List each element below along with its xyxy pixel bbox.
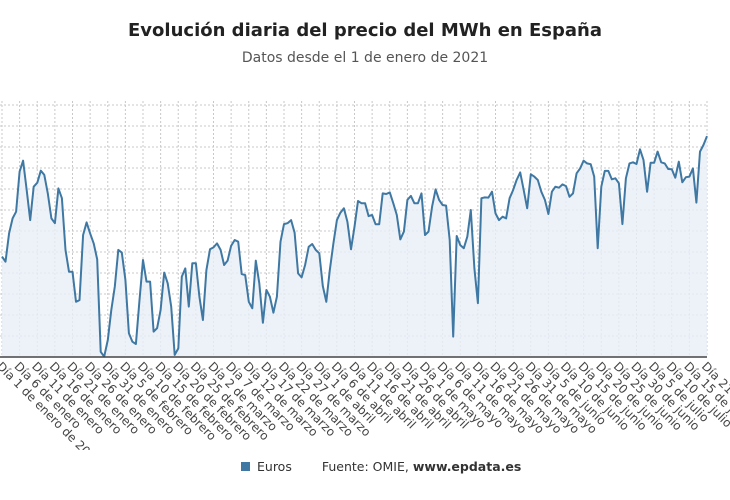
chart-title: Evolución diaria del precio del MWh en E… <box>128 20 602 41</box>
source-link[interactable]: www.epdata.es <box>412 459 522 474</box>
legend-label: Euros <box>257 459 292 474</box>
chart-subtitle: Datos desde el 1 de enero de 2021 <box>241 50 489 66</box>
data-points <box>1 136 708 357</box>
series-area <box>2 136 707 357</box>
legend: Euros Fuente: OMIE, www.epdata.es <box>241 459 521 474</box>
source-text: Fuente: OMIE, www.epdata.es <box>322 459 521 474</box>
source-prefix: Fuente: OMIE, <box>321 459 413 474</box>
legend-swatch <box>241 462 250 471</box>
